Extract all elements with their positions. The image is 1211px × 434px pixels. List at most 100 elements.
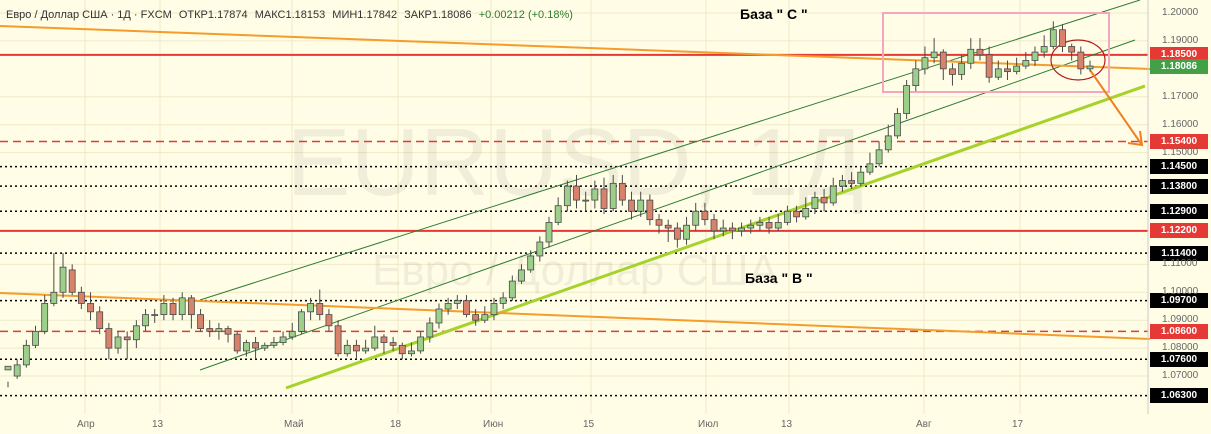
candle (215, 322, 223, 340)
y-tick-label: 1.07000 (1162, 370, 1199, 382)
open-value: ОТКР1.17874 (178, 9, 248, 21)
highlight-ellipse (1050, 39, 1106, 81)
x-tick-label: Май (284, 419, 304, 430)
candle (169, 297, 177, 321)
candle (426, 317, 434, 343)
candle (921, 46, 929, 75)
x-tick-label: 13 (152, 419, 164, 430)
orange-resistance-line (0, 25, 1151, 70)
candle (472, 309, 480, 326)
candle (371, 325, 379, 351)
candle (68, 264, 76, 296)
candle (1040, 35, 1048, 58)
price-level-tag: 1.06300 (1150, 388, 1208, 404)
forecast-arrowhead (1127, 130, 1144, 147)
candle (398, 342, 406, 360)
candle (1004, 60, 1011, 81)
x-tick-label: 18 (390, 419, 402, 430)
candle (1077, 46, 1085, 75)
candle (866, 152, 874, 175)
annotation-base-b: База " В " (745, 270, 813, 286)
base-c-rectangle (882, 12, 1110, 93)
candle (417, 331, 425, 354)
candle (32, 325, 39, 349)
candle (408, 342, 415, 357)
candle (719, 219, 727, 237)
candle (829, 177, 837, 206)
candle (939, 49, 947, 81)
candle (774, 214, 782, 231)
candle (591, 180, 599, 209)
candle (518, 264, 525, 284)
candle (508, 275, 516, 301)
candle (930, 38, 938, 64)
candle (59, 253, 67, 298)
price-level-tag: 1.07600 (1150, 351, 1208, 367)
candle (573, 174, 580, 209)
candle (288, 322, 296, 340)
candle (325, 309, 333, 332)
y-tick-label: 1.10000 (1162, 286, 1199, 298)
candle (252, 336, 259, 360)
candle (481, 306, 489, 323)
candle (187, 295, 195, 329)
candle (848, 172, 855, 189)
candle (793, 205, 800, 223)
candle (1086, 60, 1094, 72)
candle (151, 309, 159, 323)
candle (527, 250, 535, 273)
candle (435, 303, 443, 329)
x-tick-label: 17 (1012, 419, 1024, 430)
candle (884, 124, 892, 153)
candle (655, 214, 663, 234)
y-tick-label: 1.16000 (1162, 118, 1199, 130)
x-tick-label: 15 (583, 419, 595, 430)
candle (1031, 46, 1039, 67)
candle (949, 63, 956, 86)
candle (958, 54, 966, 81)
candle (738, 222, 745, 237)
candle (279, 331, 287, 346)
candles (4, 21, 1094, 388)
low-value: МИН1.17842 (332, 9, 398, 21)
price-level-tag: 1.08600 (1150, 323, 1208, 339)
y-tick-label: 1.17000 (1162, 90, 1199, 102)
candle (628, 191, 635, 220)
x-tick-label: Июл (698, 419, 719, 430)
price-level-tag: 1.12200 (1150, 223, 1208, 239)
candle (765, 216, 773, 234)
candle (96, 306, 104, 335)
x-tick-label: Июн (483, 419, 504, 430)
chart-header: Евро / Доллар США · 1Д · FXCM ОТКР1.1787… (6, 9, 577, 21)
symbol-label[interactable]: Евро / Доллар США · 1Д · FXCM (6, 9, 172, 21)
candle (554, 197, 562, 226)
price-level-tag: 1.14500 (1150, 159, 1208, 175)
support-trendline (285, 84, 1146, 390)
candle (618, 174, 626, 206)
candle (463, 295, 470, 318)
candle (664, 219, 672, 242)
channel-lower-line (199, 39, 1136, 371)
candle (105, 322, 113, 360)
candle (298, 309, 305, 335)
forecast-arrow-line (1089, 69, 1143, 146)
candle (389, 336, 397, 351)
candle (903, 80, 911, 120)
candle (87, 292, 94, 321)
price-level-tag: 1.18086 (1150, 58, 1208, 74)
y-tick-label: 1.09000 (1162, 314, 1199, 326)
candle (334, 320, 342, 357)
candle (545, 216, 553, 248)
candle (41, 295, 49, 335)
candle (609, 174, 617, 212)
candle (820, 188, 828, 212)
candle (673, 222, 681, 248)
candle (600, 177, 608, 215)
candle (243, 339, 250, 357)
x-tick-label: Апр (77, 419, 95, 430)
candle (894, 107, 901, 139)
candle (261, 342, 269, 351)
candle (1049, 21, 1057, 50)
candle (316, 289, 324, 321)
